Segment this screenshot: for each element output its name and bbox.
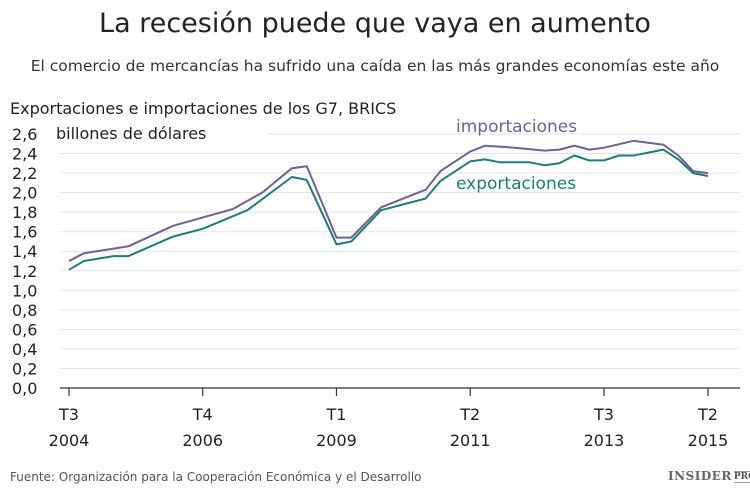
insider-pro-logo: INSIDERPRO bbox=[668, 469, 750, 483]
y-tick-label: 1,8 bbox=[12, 203, 37, 222]
y-tick-label: 1,0 bbox=[12, 281, 37, 300]
y-tick-label: 0,2 bbox=[12, 359, 37, 378]
x-tick-year: 2009 bbox=[316, 431, 357, 450]
x-tick-year: 2015 bbox=[688, 431, 729, 450]
y-tick-label: 0,0 bbox=[12, 379, 37, 398]
x-tick-quarter: T1 bbox=[326, 405, 347, 424]
x-tick-year: 2011 bbox=[450, 431, 491, 450]
y-tick-label: 2,4 bbox=[12, 145, 37, 164]
x-tick-quarter: T2 bbox=[459, 405, 480, 424]
y-tick-label: 1,4 bbox=[12, 242, 37, 261]
series-line-importaciones bbox=[68, 139, 709, 262]
logo-main-text: INSIDER bbox=[668, 469, 732, 483]
logo-pro-text: PRO bbox=[733, 471, 750, 483]
source-note: Fuente: Organización para la Cooperación… bbox=[10, 470, 422, 484]
y-tick-label: 2,6 bbox=[12, 125, 37, 144]
y-tick-label: 2,0 bbox=[12, 184, 37, 203]
page-subtitle: El comercio de mercancías ha sufrido una… bbox=[30, 57, 720, 75]
y-tick-label: 0,6 bbox=[12, 320, 37, 339]
y-axis-label: billones de dólares bbox=[56, 124, 207, 143]
page-title: La recesión puede que vaya en aumento bbox=[99, 8, 651, 39]
x-tick-quarter: T4 bbox=[192, 405, 213, 424]
y-tick-label: 1,2 bbox=[12, 262, 37, 281]
y-tick-label: 2,2 bbox=[12, 164, 37, 183]
chart-title: Exportaciones e importaciones de los G7,… bbox=[10, 99, 397, 118]
y-tick-label: 1,6 bbox=[12, 223, 37, 242]
series-label-exportaciones: exportaciones bbox=[456, 174, 576, 194]
y-tick-label: 0,4 bbox=[12, 340, 37, 359]
x-tick-quarter: T3 bbox=[593, 405, 614, 424]
series-line-exportaciones bbox=[68, 148, 709, 271]
x-tick-year: 2013 bbox=[584, 431, 625, 450]
y-tick-label: 0,8 bbox=[12, 301, 37, 320]
series-label-importaciones: importaciones bbox=[456, 117, 577, 137]
x-tick-quarter: T2 bbox=[697, 405, 718, 424]
x-tick-year: 2006 bbox=[182, 431, 223, 450]
x-tick-year: 2004 bbox=[49, 431, 90, 450]
x-tick-quarter: T3 bbox=[58, 405, 79, 424]
